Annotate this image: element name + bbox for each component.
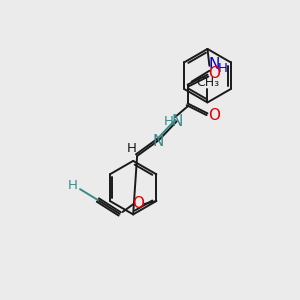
Text: H: H bbox=[127, 142, 137, 154]
Text: CH₃: CH₃ bbox=[196, 76, 219, 89]
Text: O: O bbox=[208, 108, 220, 123]
Text: O: O bbox=[208, 66, 220, 81]
Text: N: N bbox=[171, 114, 182, 129]
Text: H: H bbox=[164, 115, 174, 128]
Text: N: N bbox=[209, 57, 220, 72]
Text: H: H bbox=[68, 179, 78, 192]
Text: N: N bbox=[152, 134, 164, 148]
Text: H: H bbox=[218, 62, 227, 75]
Text: O: O bbox=[133, 196, 145, 211]
